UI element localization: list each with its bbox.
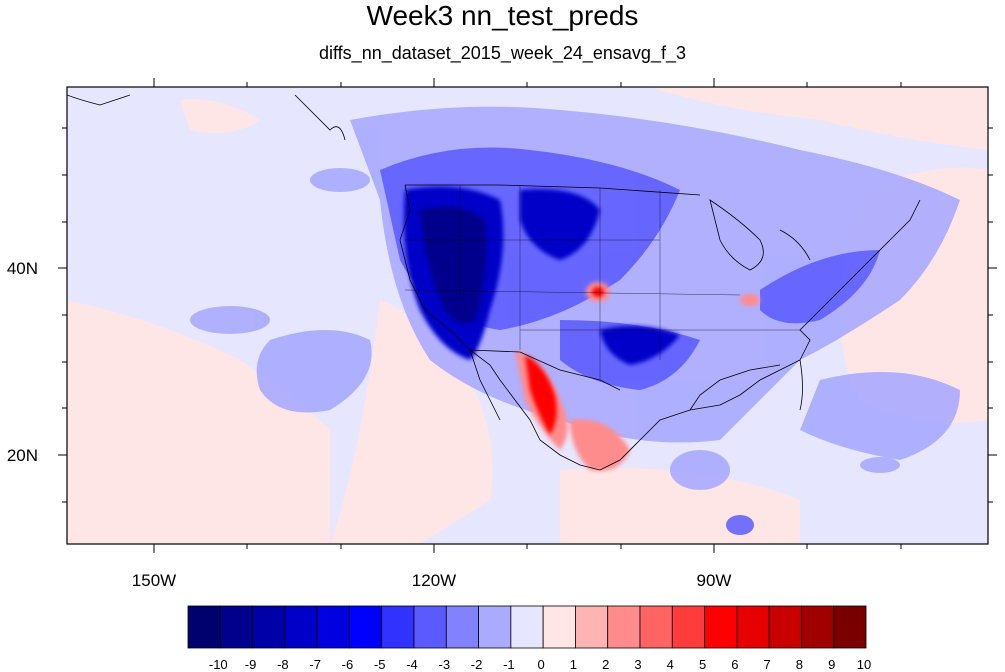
colorbar-swatch xyxy=(187,605,221,649)
colorbar-label: 9 xyxy=(828,657,835,672)
colorbar-swatch xyxy=(607,605,641,649)
negative-extreme-regions xyxy=(420,206,487,324)
colorbar-label: -9 xyxy=(245,657,257,672)
colorbar-label: -8 xyxy=(277,657,289,672)
colorbar-swatch xyxy=(833,605,867,649)
colorbar: -10 -9 -8 -7 -6 -5 -4 -3 -2 -1 0 1 2 3 4 5 6 7 8 9 10 xyxy=(187,605,871,672)
colorbar-label: 4 xyxy=(667,657,674,672)
colorbar-label: 0 xyxy=(538,657,545,672)
colorbar-swatch xyxy=(349,605,383,649)
colorbar-swatch xyxy=(510,605,544,649)
colorbar-label: -1 xyxy=(503,657,515,672)
colorbar-label: -5 xyxy=(374,657,386,672)
colorbar-label: 6 xyxy=(731,657,738,672)
y-tick-label: 20N xyxy=(7,446,38,465)
colorbar-swatch xyxy=(671,605,705,649)
colorbar-label: 10 xyxy=(857,657,871,672)
colorbar-swatch xyxy=(478,605,512,649)
colorbar-label: -10 xyxy=(209,657,228,672)
colorbar-swatch xyxy=(284,605,318,649)
colorbar-label: -7 xyxy=(309,657,321,672)
colorbar-label: -6 xyxy=(342,657,354,672)
anomaly-field xyxy=(67,87,988,544)
coastlines xyxy=(67,94,921,471)
colorbar-swatch xyxy=(445,605,479,649)
colorbar-label: 3 xyxy=(634,657,641,672)
x-tick-label: 150W xyxy=(132,571,176,590)
colorbar-swatch xyxy=(219,605,253,649)
colorbar-label: 1 xyxy=(570,657,577,672)
axis-ticks xyxy=(58,78,997,553)
colorbar-swatch xyxy=(252,605,286,649)
colorbar-label: -3 xyxy=(439,657,451,672)
colorbar-swatch xyxy=(316,605,350,649)
colorbar-swatch xyxy=(413,605,447,649)
colorbar-label: -2 xyxy=(471,657,483,672)
positive-light-regions xyxy=(67,87,988,544)
map-title: Week3 nn_test_preds xyxy=(366,0,639,31)
positive-strong-regions xyxy=(525,287,604,435)
state-borders xyxy=(404,185,800,380)
colorbar-swatch xyxy=(542,605,576,649)
colorbar-label: -4 xyxy=(406,657,418,672)
colorbar-swatch xyxy=(768,605,802,649)
colorbar-label: 7 xyxy=(764,657,771,672)
colorbar-label: 8 xyxy=(796,657,803,672)
colorbar-swatch xyxy=(704,605,738,649)
x-tick-label: 90W xyxy=(697,571,732,590)
y-tick-label: 40N xyxy=(7,259,38,278)
colorbar-swatch xyxy=(639,605,673,649)
colorbar-label: 5 xyxy=(699,657,706,672)
colorbar-swatch xyxy=(575,605,609,649)
colorbar-swatch xyxy=(736,605,770,649)
map-subtitle: diffs_nn_dataset_2015_week_24_ensavg_f_3 xyxy=(319,43,686,63)
colorbar-swatch xyxy=(801,605,835,649)
colorbar-label: 2 xyxy=(602,657,609,672)
x-tick-label: 120W xyxy=(412,571,456,590)
colorbar-swatch xyxy=(381,605,415,649)
